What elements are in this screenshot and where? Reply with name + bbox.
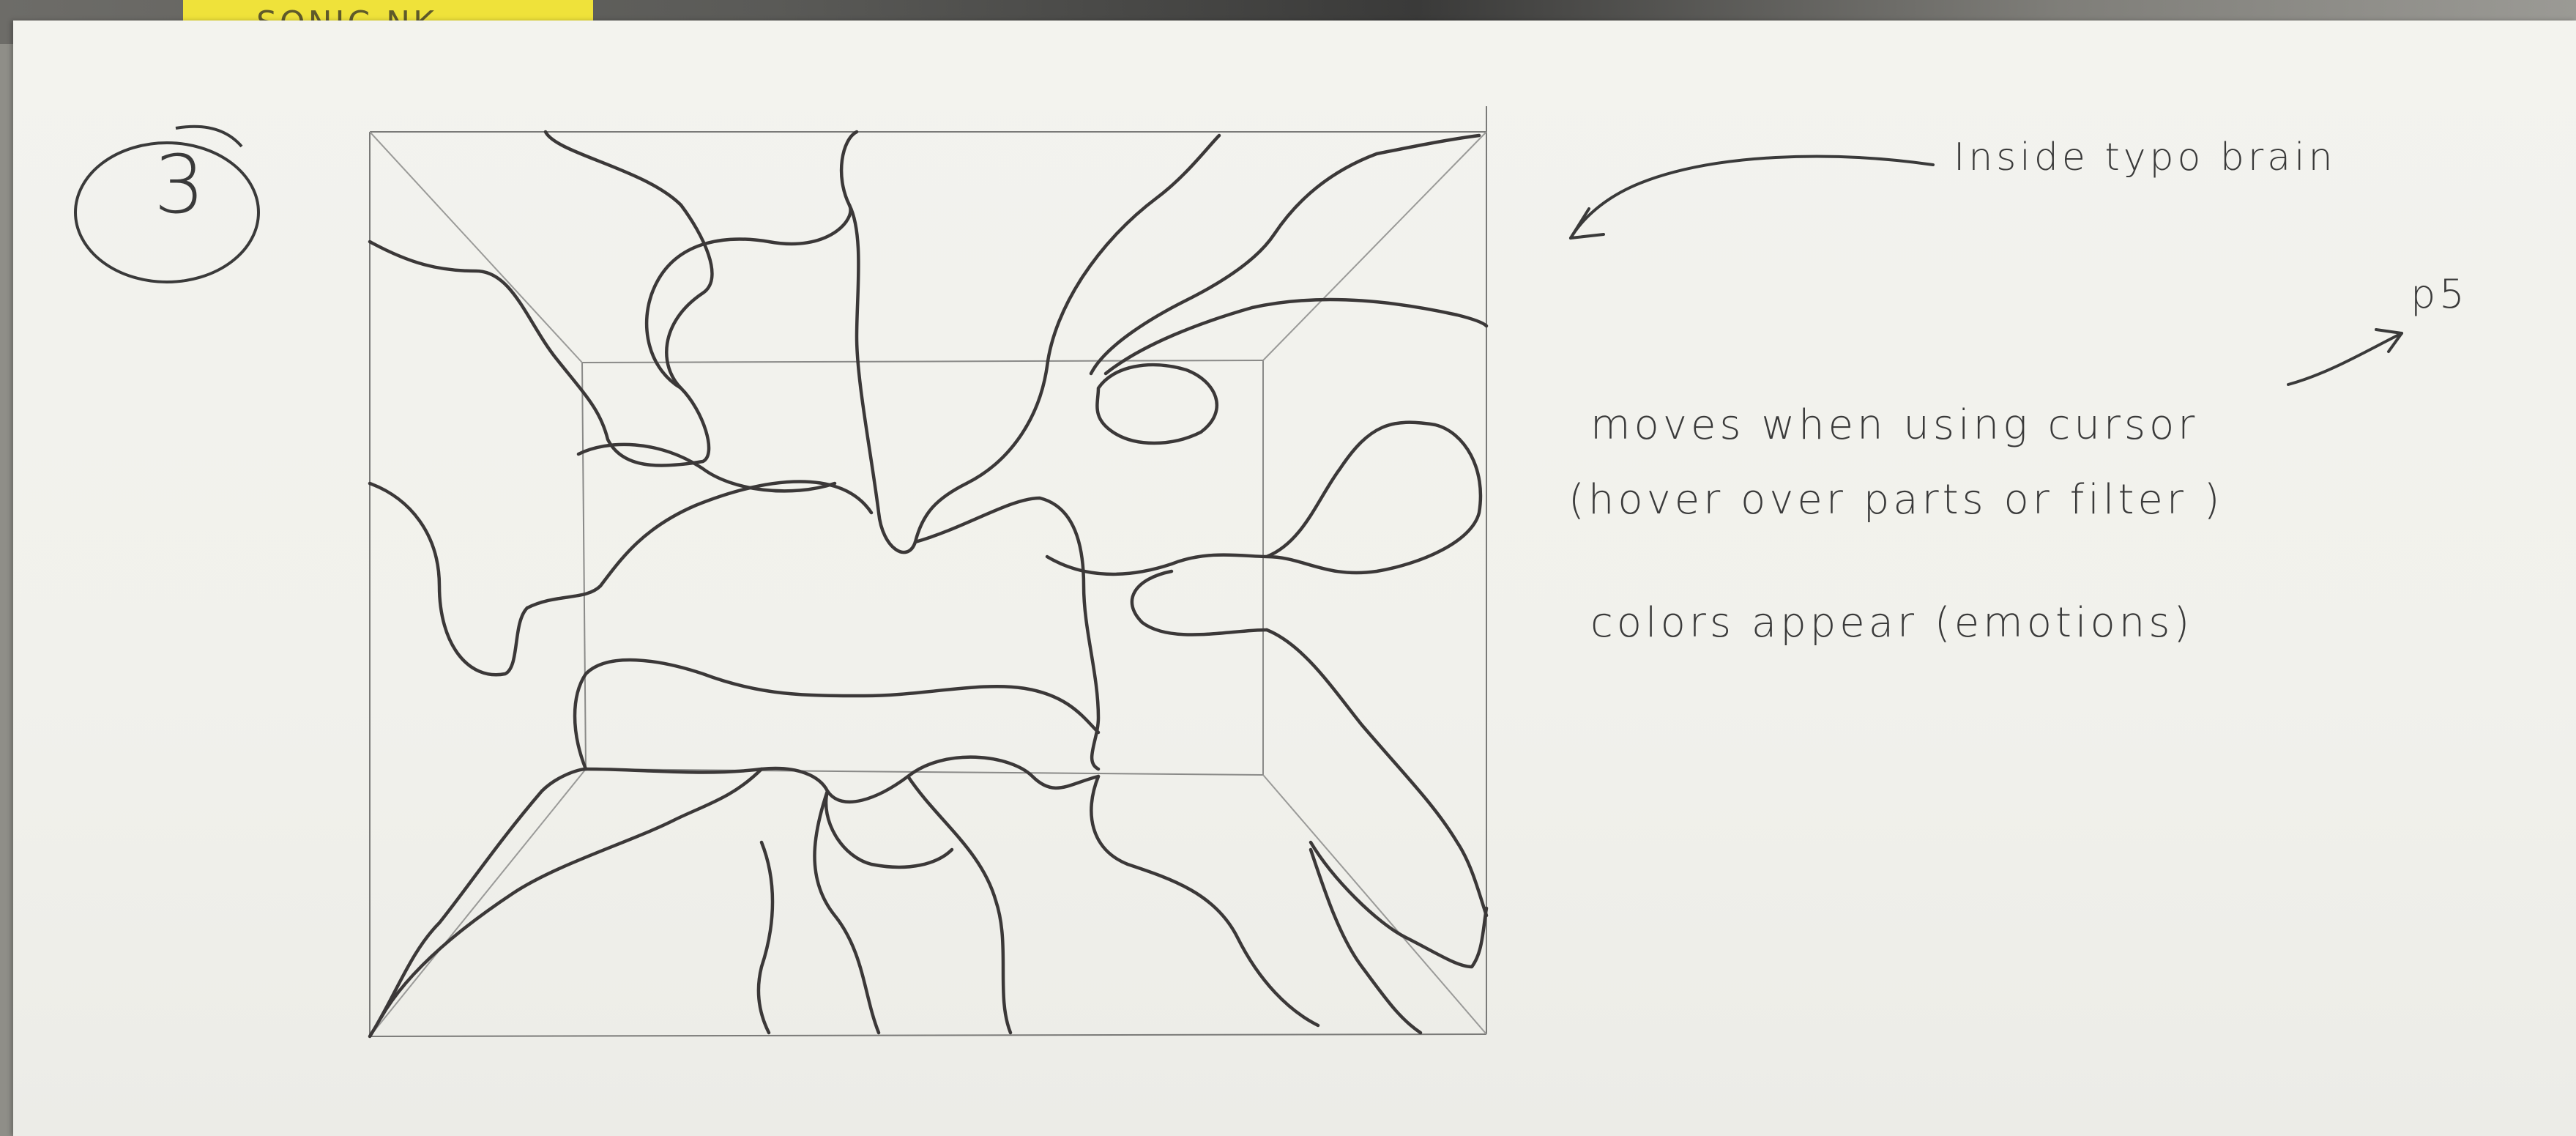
brain-curves <box>368 130 1489 1039</box>
annotation-title: Inside typo brain <box>1954 135 2337 179</box>
number-circle <box>74 125 260 283</box>
annotation-interaction-line1: moves when using cursor <box>1590 401 2199 449</box>
inner-frame <box>581 360 1264 776</box>
annotation-colors: colors appear (emotions) <box>1590 599 2194 647</box>
arrow-to-p5-icon <box>2287 328 2403 386</box>
arrow-to-sketch-icon <box>1569 155 1935 240</box>
annotation-p5: p5 <box>2411 271 2468 317</box>
perspective-lines <box>369 131 1487 1037</box>
annotation-interaction-line2: (hover over parts or filter ) <box>1568 476 2224 524</box>
outer-frame <box>369 106 1487 1037</box>
sketch-number: 3 <box>154 138 205 231</box>
